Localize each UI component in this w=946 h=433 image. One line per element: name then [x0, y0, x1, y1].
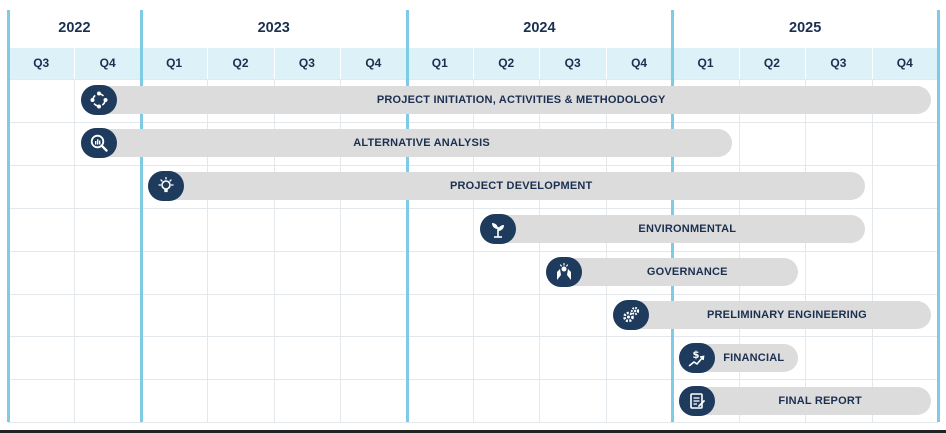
quarter-label: Q4 — [99, 56, 116, 70]
quarter-separator — [207, 48, 208, 79]
plant-icon — [480, 214, 516, 245]
quarter-separator — [606, 48, 607, 79]
task-bar: GOVERNANCE — [546, 257, 799, 288]
grid-line-vertical — [805, 79, 806, 422]
quarter-separator — [805, 48, 806, 79]
year-label-2025: 2025 — [789, 20, 822, 36]
quarter-label: Q1 — [697, 56, 714, 70]
quarter-separator — [473, 48, 474, 79]
quarter-separator — [872, 48, 873, 79]
quarter-label: Q2 — [232, 56, 249, 70]
year-label-2022: 2022 — [58, 20, 91, 36]
task-label: PROJECT INITIATION, ACTIVITIES & METHODO… — [376, 94, 666, 107]
grid-line-horizontal — [8, 336, 938, 337]
grid-line-horizontal — [8, 122, 938, 123]
year-divider — [140, 10, 143, 422]
svg-text:$: $ — [693, 350, 700, 361]
quarter-label: Q4 — [896, 56, 913, 70]
grid-line-horizontal — [8, 79, 938, 80]
grid-line-vertical — [74, 79, 75, 422]
grid-line-vertical — [274, 79, 275, 422]
grid-line-vertical — [872, 79, 873, 422]
grid-line-vertical — [340, 79, 341, 422]
quarter-label: Q2 — [498, 56, 515, 70]
dollar-growth-icon: $ — [679, 342, 716, 373]
task-label: PRELIMINARY ENGINEERING — [707, 308, 867, 321]
gears-icon — [612, 299, 649, 330]
quarter-label: Q3 — [298, 56, 315, 70]
quarter-separator — [739, 48, 740, 79]
quarter-label: Q1 — [431, 56, 448, 70]
task-label: PROJECT DEVELOPMENT — [449, 180, 593, 193]
task-bar: ALTERNATIVE ANALYSIS — [81, 128, 732, 159]
task-label: GOVERNANCE — [646, 266, 728, 279]
task-bar: PROJECT INITIATION, ACTIVITIES & METHODO… — [81, 85, 931, 116]
hands-icon — [546, 257, 583, 288]
grid-line-horizontal — [8, 294, 938, 295]
grid-line-horizontal — [8, 379, 938, 380]
grid-line-horizontal — [8, 422, 938, 423]
year-divider — [937, 10, 940, 422]
task-bar: PROJECT DEVELOPMENT — [147, 171, 865, 202]
quarter-label: Q2 — [763, 56, 780, 70]
bottom-rule — [0, 430, 946, 433]
grid-line-vertical — [606, 79, 607, 422]
year-divider — [7, 10, 10, 422]
lightbulb-icon — [147, 171, 184, 202]
quarter-label: Q1 — [166, 56, 183, 70]
task-label: ALTERNATIVE ANALYSIS — [353, 137, 490, 150]
grid-line-vertical — [207, 79, 208, 422]
year-label-2024: 2024 — [523, 20, 556, 36]
quarter-label: Q3 — [33, 56, 50, 70]
task-label: FINAL REPORT — [778, 394, 862, 407]
quarter-label: Q3 — [564, 56, 581, 70]
cycle-icon — [81, 85, 118, 116]
quarter-separator — [274, 48, 275, 79]
quarter-separator — [74, 48, 75, 79]
task-bar: PRELIMINARY ENGINEERING — [612, 299, 931, 330]
task-bar: FINAL REPORT — [679, 385, 932, 416]
grid-line-horizontal — [8, 251, 938, 252]
task-label: ENVIRONMENTAL — [638, 223, 737, 236]
quarter-separator — [340, 48, 341, 79]
grid-line-horizontal — [8, 208, 938, 209]
year-label-2023: 2023 — [257, 20, 290, 36]
magnifier-chart-icon — [81, 128, 118, 159]
quarter-label: Q4 — [365, 56, 382, 70]
report-icon — [679, 385, 716, 416]
task-bar: ENVIRONMENTAL — [480, 214, 865, 245]
grid-line-vertical — [539, 79, 540, 422]
quarter-separator — [539, 48, 540, 79]
quarter-label: Q3 — [830, 56, 847, 70]
task-bar: $ FINANCIAL — [679, 342, 799, 373]
grid-line-vertical — [473, 79, 474, 422]
grid-line-vertical — [739, 79, 740, 422]
quarter-label: Q4 — [631, 56, 648, 70]
year-divider — [406, 10, 409, 422]
grid-line-horizontal — [8, 165, 938, 166]
task-label: FINANCIAL — [723, 351, 785, 364]
